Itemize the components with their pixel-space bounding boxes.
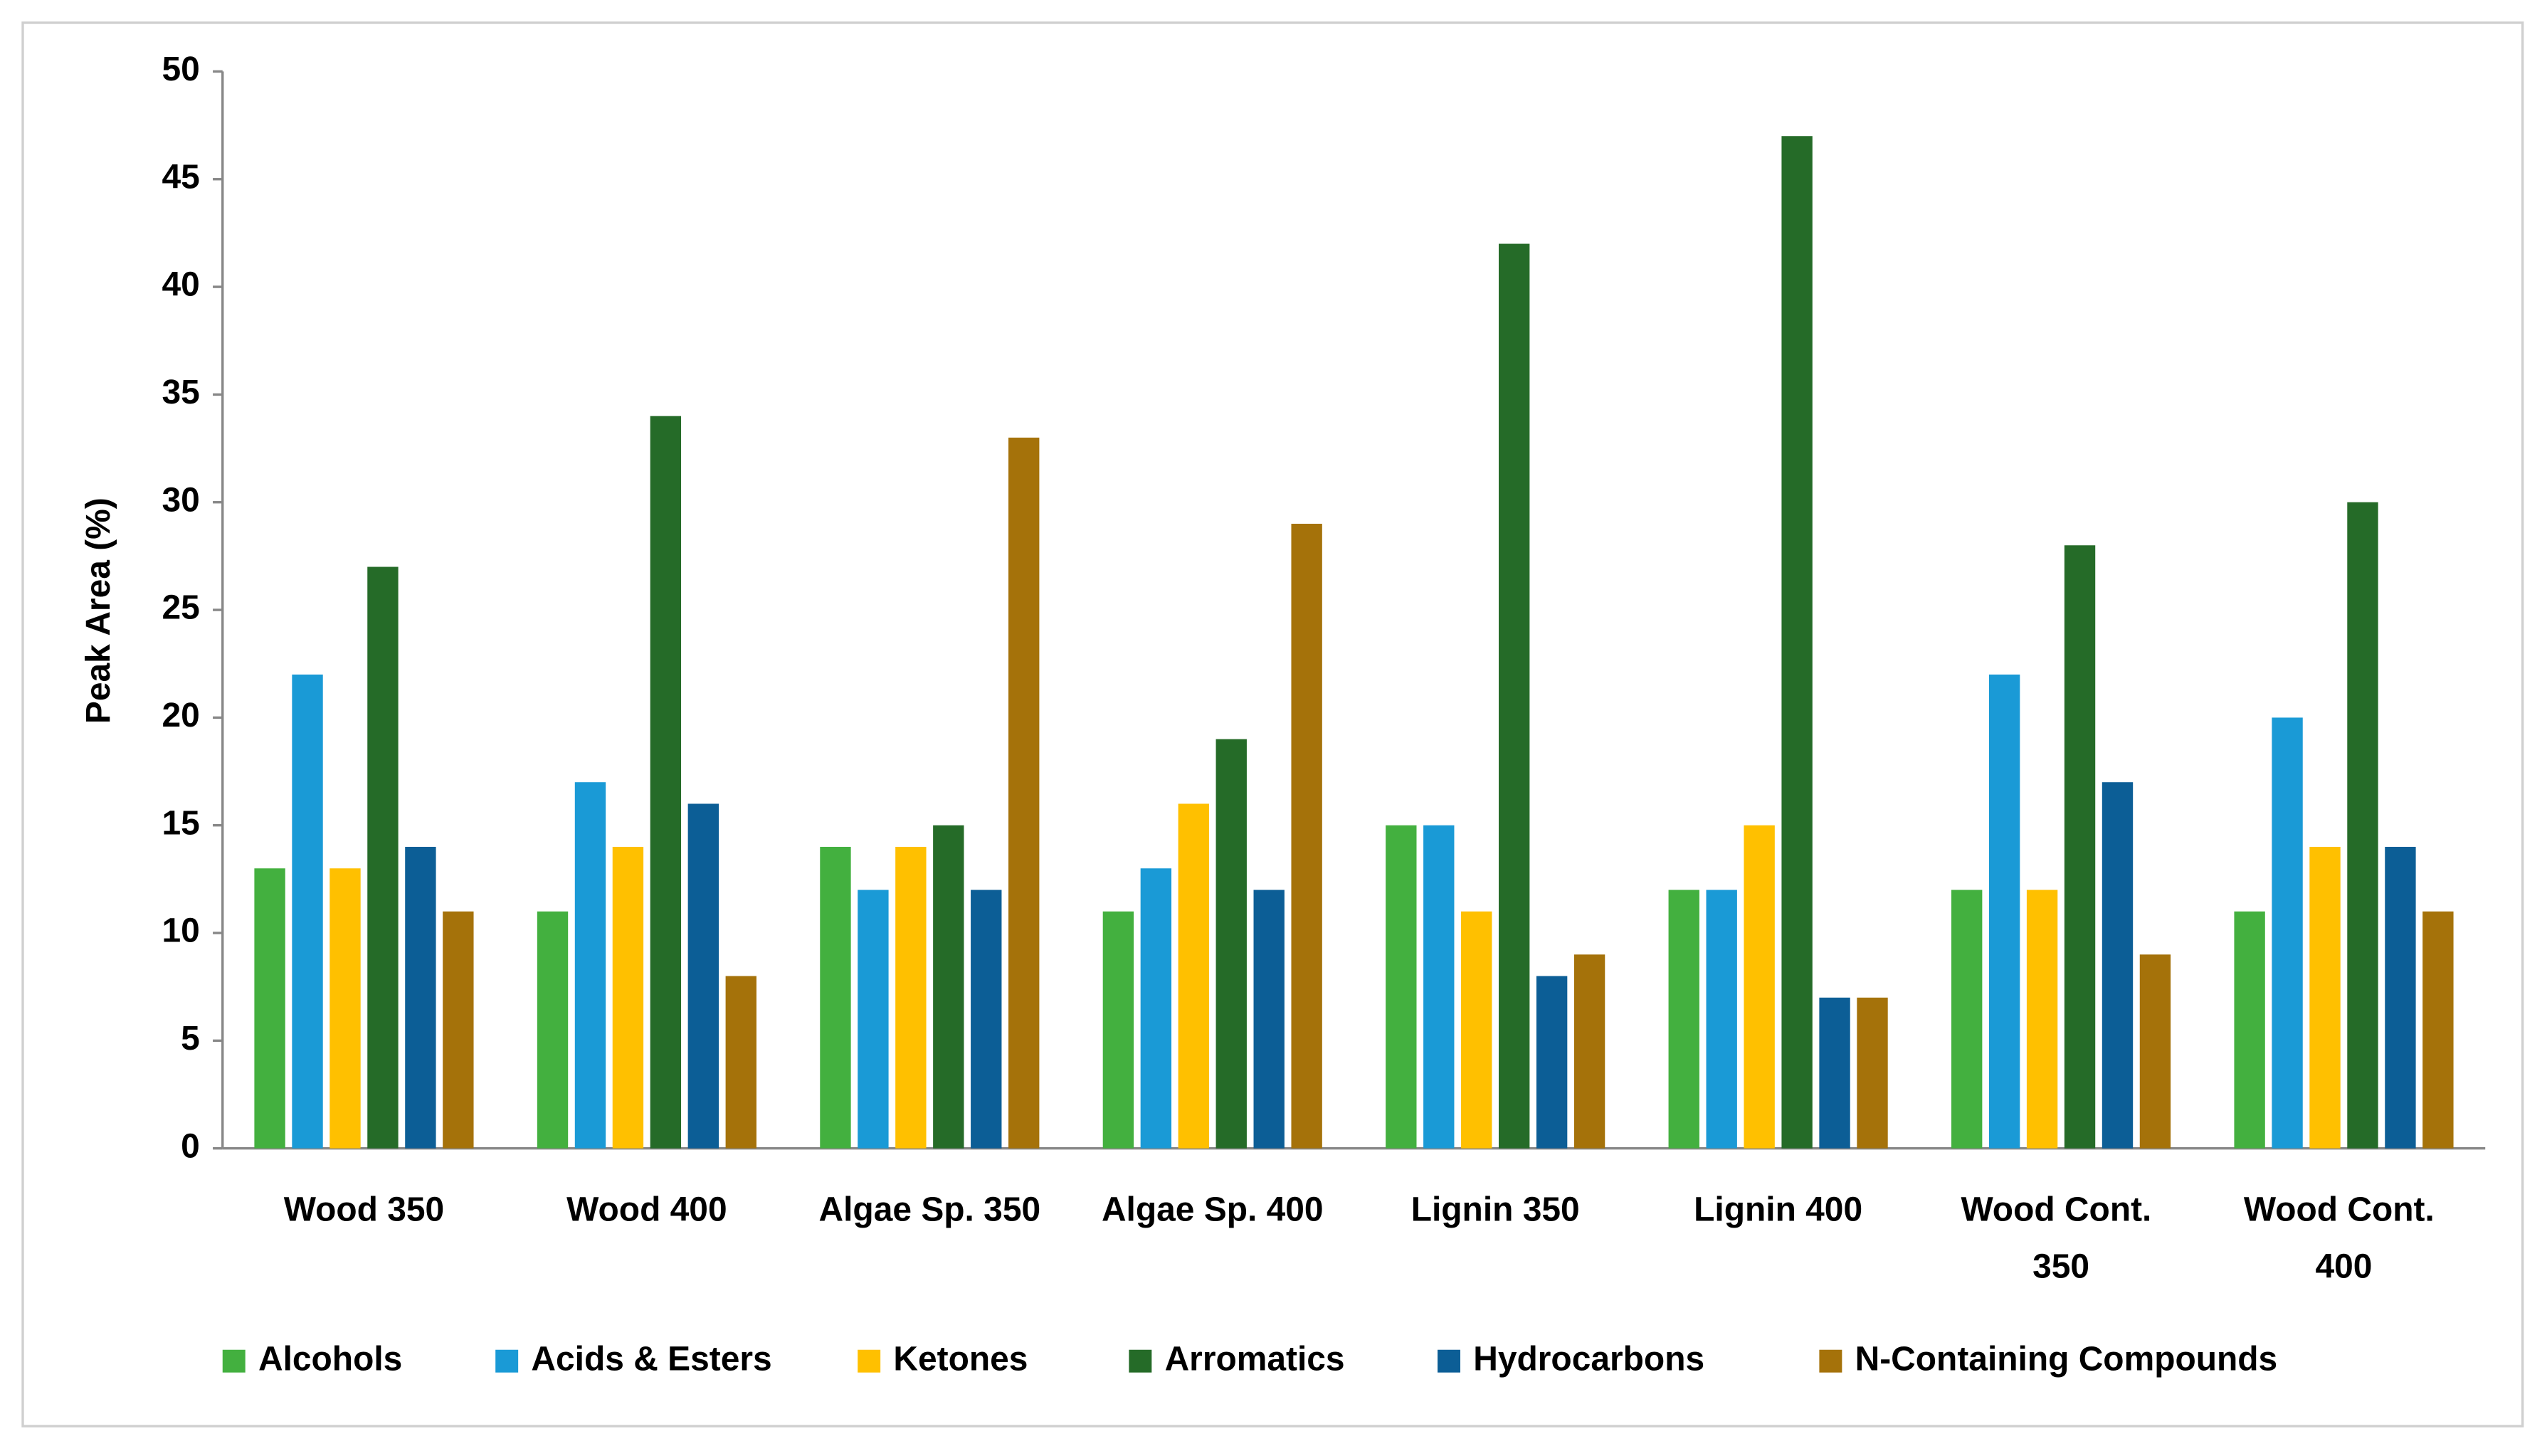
y-tick-label: 45 — [162, 158, 199, 196]
y-tick-label: 35 — [162, 374, 199, 411]
bar — [2234, 911, 2265, 1149]
legend-swatch — [1129, 1349, 1152, 1373]
bar — [650, 416, 682, 1149]
y-tick-label: 0 — [181, 1127, 200, 1165]
bar — [2347, 502, 2378, 1149]
bar — [367, 566, 399, 1149]
x-tick-label-line: Wood Cont. — [2244, 1191, 2444, 1228]
bar — [1781, 136, 1813, 1149]
bar — [1216, 739, 1247, 1149]
bar — [1291, 524, 1322, 1149]
bar — [1386, 825, 1417, 1149]
bar — [1008, 437, 1040, 1149]
bar — [537, 911, 569, 1149]
bar — [2102, 782, 2134, 1149]
bar — [2385, 846, 2416, 1149]
bar — [820, 846, 851, 1149]
legend-label: Alcohols — [258, 1340, 402, 1378]
bar — [1857, 997, 1888, 1149]
bar — [895, 846, 927, 1149]
x-tick-label-line: Wood Cont. — [1961, 1191, 2161, 1228]
y-tick-label: 20 — [162, 697, 199, 734]
bar — [2309, 846, 2341, 1149]
bar — [725, 976, 756, 1149]
legend-label: N-Containing Compounds — [1855, 1340, 2278, 1378]
y-axis-label: Peak Area (%) — [80, 497, 117, 724]
legend-swatch — [1438, 1349, 1460, 1373]
legend-label: Acids & Esters — [531, 1340, 771, 1378]
bar — [1498, 243, 1530, 1149]
bar — [2064, 545, 2096, 1149]
bar — [1744, 825, 1775, 1149]
legend-swatch — [1819, 1349, 1842, 1373]
legend-label: Hydrocarbons — [1473, 1340, 1704, 1378]
bar — [2139, 954, 2171, 1149]
bar — [2272, 717, 2303, 1149]
bar — [443, 911, 474, 1149]
x-tick-label: Lignin 350 — [1411, 1191, 1580, 1228]
bar — [1951, 890, 1983, 1149]
bar — [687, 803, 719, 1149]
bar — [1102, 911, 1134, 1149]
bar — [971, 890, 1002, 1149]
bar — [1178, 803, 1209, 1149]
x-tick-label: Wood Cont. 400 — [2244, 1191, 2444, 1285]
chart-frame — [21, 21, 2524, 1428]
bar — [2422, 911, 2454, 1149]
x-tick-label-line: 350 — [2032, 1247, 2089, 1285]
x-tick-label: Lignin 400 — [1694, 1191, 1862, 1228]
bar — [1140, 868, 1172, 1149]
bar — [933, 825, 964, 1149]
x-tick-label: Wood 400 — [566, 1191, 727, 1228]
legend-label: Ketones — [893, 1340, 1028, 1378]
y-tick-label: 40 — [162, 266, 199, 304]
bar — [254, 868, 285, 1149]
bar — [2026, 890, 2058, 1149]
bar — [1461, 911, 1492, 1149]
bar — [1423, 825, 1455, 1149]
y-tick-label: 5 — [181, 1020, 200, 1057]
bar — [1988, 674, 2020, 1149]
x-tick-label: Algae Sp. 350 — [819, 1191, 1041, 1228]
bar — [1253, 890, 1285, 1149]
x-tick-label: Algae Sp. 400 — [1102, 1191, 1324, 1228]
y-tick-label: 15 — [162, 804, 199, 842]
bar — [1819, 997, 1850, 1149]
x-tick-label-line: 400 — [2316, 1247, 2373, 1285]
x-tick-label: Wood Cont. 350 — [1961, 1191, 2161, 1285]
bar — [1668, 890, 1699, 1149]
bar — [329, 868, 361, 1149]
legend-swatch — [858, 1349, 881, 1373]
bar — [858, 890, 889, 1149]
legend-swatch — [222, 1349, 246, 1373]
bar — [1536, 976, 1568, 1149]
y-tick-label: 25 — [162, 589, 199, 627]
bar — [574, 782, 606, 1149]
bar — [1706, 890, 1737, 1149]
bar — [292, 674, 323, 1149]
y-tick-label: 10 — [162, 912, 199, 950]
bar — [405, 846, 436, 1149]
y-tick-label: 30 — [162, 481, 199, 519]
bar — [1573, 954, 1605, 1149]
x-tick-label: Wood 350 — [284, 1191, 444, 1228]
bar — [612, 846, 644, 1149]
legend-swatch — [495, 1349, 519, 1373]
y-tick-label: 50 — [162, 51, 199, 88]
legend-label: Arromatics — [1165, 1340, 1345, 1378]
